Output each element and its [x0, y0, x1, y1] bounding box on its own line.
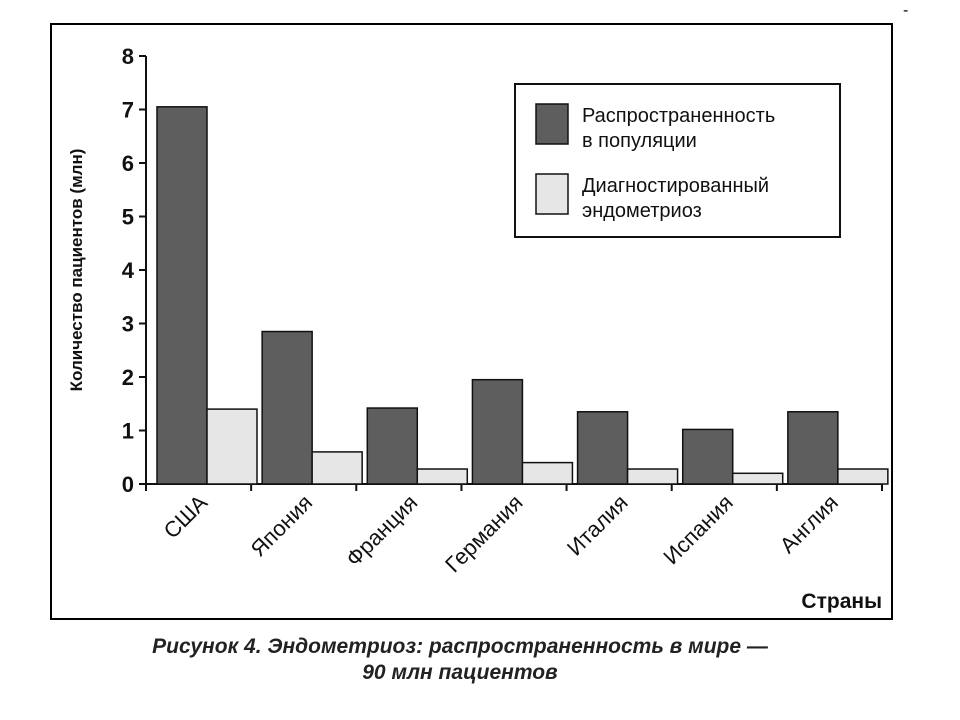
y-tick-label: 3	[122, 312, 134, 337]
y-axis: 0 1 2 3 4 5 6 7 8	[122, 44, 147, 497]
y-tick-label: 1	[122, 419, 134, 444]
bars	[156, 106, 889, 485]
corner-mark: -	[903, 2, 909, 19]
bar-prevalence	[261, 330, 313, 485]
bar-diagnosed	[626, 468, 679, 485]
bar-diagnosed	[416, 468, 469, 485]
bar-prevalence	[156, 106, 208, 485]
x-tick-label: Япония	[246, 490, 318, 562]
x-tick-label: Франция	[341, 490, 422, 571]
x-tick-label: Испания	[658, 490, 737, 569]
x-tick-label: Германия	[440, 490, 527, 577]
bar-diagnosed	[311, 451, 363, 485]
bar-prevalence	[787, 411, 839, 485]
x-axis: США Япония Франция Германия Италия Испания Анг…	[145, 483, 883, 577]
caption-line-1: Рисунок 4. Эндометриоз: распространеннос…	[152, 635, 768, 658]
legend-label: в популяции	[582, 130, 697, 152]
bar-diagnosed	[206, 408, 258, 485]
bar-diagnosed	[521, 461, 574, 485]
bar-prevalence	[681, 428, 734, 485]
bar-prevalence	[576, 411, 629, 485]
y-tick-label: 6	[122, 151, 134, 176]
figure-frame	[50, 23, 893, 620]
legend-swatch	[535, 173, 569, 215]
y-axis-title: Количество пациентов (млн)	[67, 149, 86, 392]
y-tick-label: 0	[122, 472, 134, 497]
legend: Распространенность в популяции Диагностиро…	[514, 83, 841, 238]
y-tick-label: 2	[122, 365, 134, 390]
y-tick-label: 5	[122, 205, 134, 230]
x-tick-label: Италия	[562, 490, 633, 561]
x-axis-title: Страны	[801, 590, 882, 613]
y-tick-label: 4	[122, 258, 135, 283]
legend-label: Диагностированный	[582, 175, 769, 197]
bar-prevalence	[471, 378, 524, 485]
legend-label: Распространенность	[582, 105, 775, 127]
figure-caption: Рисунок 4. Эндометриоз: распространеннос…	[0, 634, 920, 686]
bar-prevalence	[366, 407, 419, 485]
bar-diagnosed	[731, 472, 784, 485]
legend-label: эндометриоз	[582, 200, 702, 222]
y-tick-label: 7	[122, 98, 134, 123]
legend-box	[514, 83, 841, 238]
y-tick-label: 8	[122, 44, 134, 69]
x-tick-label: Англия	[775, 490, 843, 558]
x-tick-label: США	[159, 490, 213, 544]
bar-diagnosed	[837, 468, 889, 485]
legend-swatch	[535, 103, 569, 145]
caption-line-2: 90 млн пациентов	[362, 661, 558, 684]
